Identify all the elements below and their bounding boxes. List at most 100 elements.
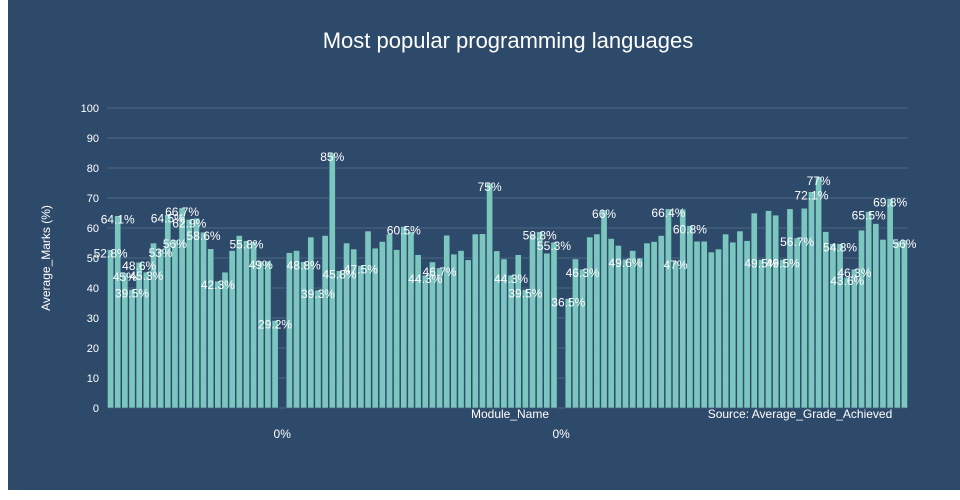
data-label: 49.5% <box>744 257 778 271</box>
data-label: 49.5% <box>766 257 800 271</box>
y-tick-label: 30 <box>87 313 99 325</box>
bar <box>285 252 293 409</box>
bar <box>743 240 751 409</box>
bar <box>314 289 322 409</box>
bar <box>243 240 250 409</box>
bar <box>643 242 651 409</box>
bar <box>765 210 772 409</box>
data-label: 49% <box>249 258 273 272</box>
bar <box>479 233 486 409</box>
data-label: 52.8% <box>94 247 128 261</box>
data-label: 39.5% <box>115 287 149 301</box>
bar <box>221 271 229 409</box>
data-label: 77% <box>807 174 831 188</box>
bar <box>421 274 429 409</box>
data-label: 72.1% <box>794 189 828 203</box>
bar <box>371 247 379 409</box>
bar <box>142 271 150 409</box>
bar <box>300 261 308 409</box>
bar <box>493 250 501 409</box>
bar <box>500 258 508 409</box>
bar <box>586 236 594 409</box>
data-label: 46.3% <box>837 266 871 280</box>
bar <box>121 272 129 409</box>
data-label: 69.8% <box>873 196 907 210</box>
bar <box>114 215 122 409</box>
bar <box>636 257 644 409</box>
data-label: 39.5% <box>508 287 542 301</box>
data-label: 29.2% <box>258 317 292 331</box>
bar <box>879 239 887 409</box>
bar <box>407 231 415 409</box>
data-label: 45.3% <box>129 269 163 283</box>
bar <box>529 233 536 409</box>
bar <box>128 289 136 409</box>
bar <box>829 243 837 409</box>
bar <box>800 207 808 409</box>
data-label: 62.9% <box>172 216 206 230</box>
bars <box>107 152 908 409</box>
bar <box>579 268 587 409</box>
bar <box>629 250 637 409</box>
bar <box>858 229 865 409</box>
y-tick-label: 90 <box>87 133 99 145</box>
bar <box>757 259 765 409</box>
bar <box>228 250 236 409</box>
data-label: 60.8% <box>673 223 707 237</box>
bar <box>700 240 708 409</box>
bar <box>507 274 515 409</box>
bar <box>307 236 315 409</box>
y-tick-label: 70 <box>87 193 99 205</box>
chart-title: Most popular programming languages <box>323 28 694 53</box>
data-label: 55.8% <box>229 238 263 252</box>
bar <box>536 231 544 409</box>
bar <box>715 248 722 409</box>
bar <box>679 208 687 409</box>
bar <box>543 252 551 409</box>
bar <box>200 231 207 409</box>
bar <box>250 241 258 409</box>
bar <box>321 235 329 409</box>
bar <box>264 260 272 409</box>
data-label: 65.5% <box>852 209 886 223</box>
data-label: 45% <box>113 270 137 284</box>
data-label: 49.6% <box>608 256 642 270</box>
bar <box>872 223 880 409</box>
bar <box>772 214 780 409</box>
data-label: 56.7% <box>780 235 814 249</box>
bar <box>364 230 372 409</box>
bar <box>164 214 172 409</box>
bar <box>443 234 451 409</box>
bar <box>843 276 851 409</box>
bar <box>150 242 157 409</box>
bar <box>514 254 522 409</box>
bar <box>886 198 894 409</box>
bar <box>793 237 801 409</box>
bar <box>386 233 393 409</box>
bar <box>257 260 265 409</box>
bar <box>722 233 730 409</box>
bar <box>750 212 758 409</box>
bar <box>185 219 193 409</box>
bar <box>378 241 386 409</box>
bar <box>400 226 408 409</box>
bar <box>457 250 465 409</box>
bar <box>521 289 529 409</box>
data-label: 54.8% <box>823 241 857 255</box>
data-label: 48.8% <box>287 259 321 273</box>
y-tick-label: 50 <box>87 253 99 265</box>
bar <box>893 240 901 409</box>
bar <box>593 233 601 409</box>
bar <box>271 320 279 409</box>
bar <box>607 238 615 409</box>
data-label: 53% <box>149 246 173 260</box>
data-label: 48.6% <box>122 259 156 273</box>
bar <box>736 230 744 409</box>
data-label: 55.3% <box>537 239 571 253</box>
y-axis-label: Average_Marks (%) <box>39 205 53 311</box>
bar <box>686 225 694 409</box>
data-label: 85% <box>320 150 344 164</box>
bar <box>657 235 665 409</box>
y-tick-label: 20 <box>87 343 99 355</box>
